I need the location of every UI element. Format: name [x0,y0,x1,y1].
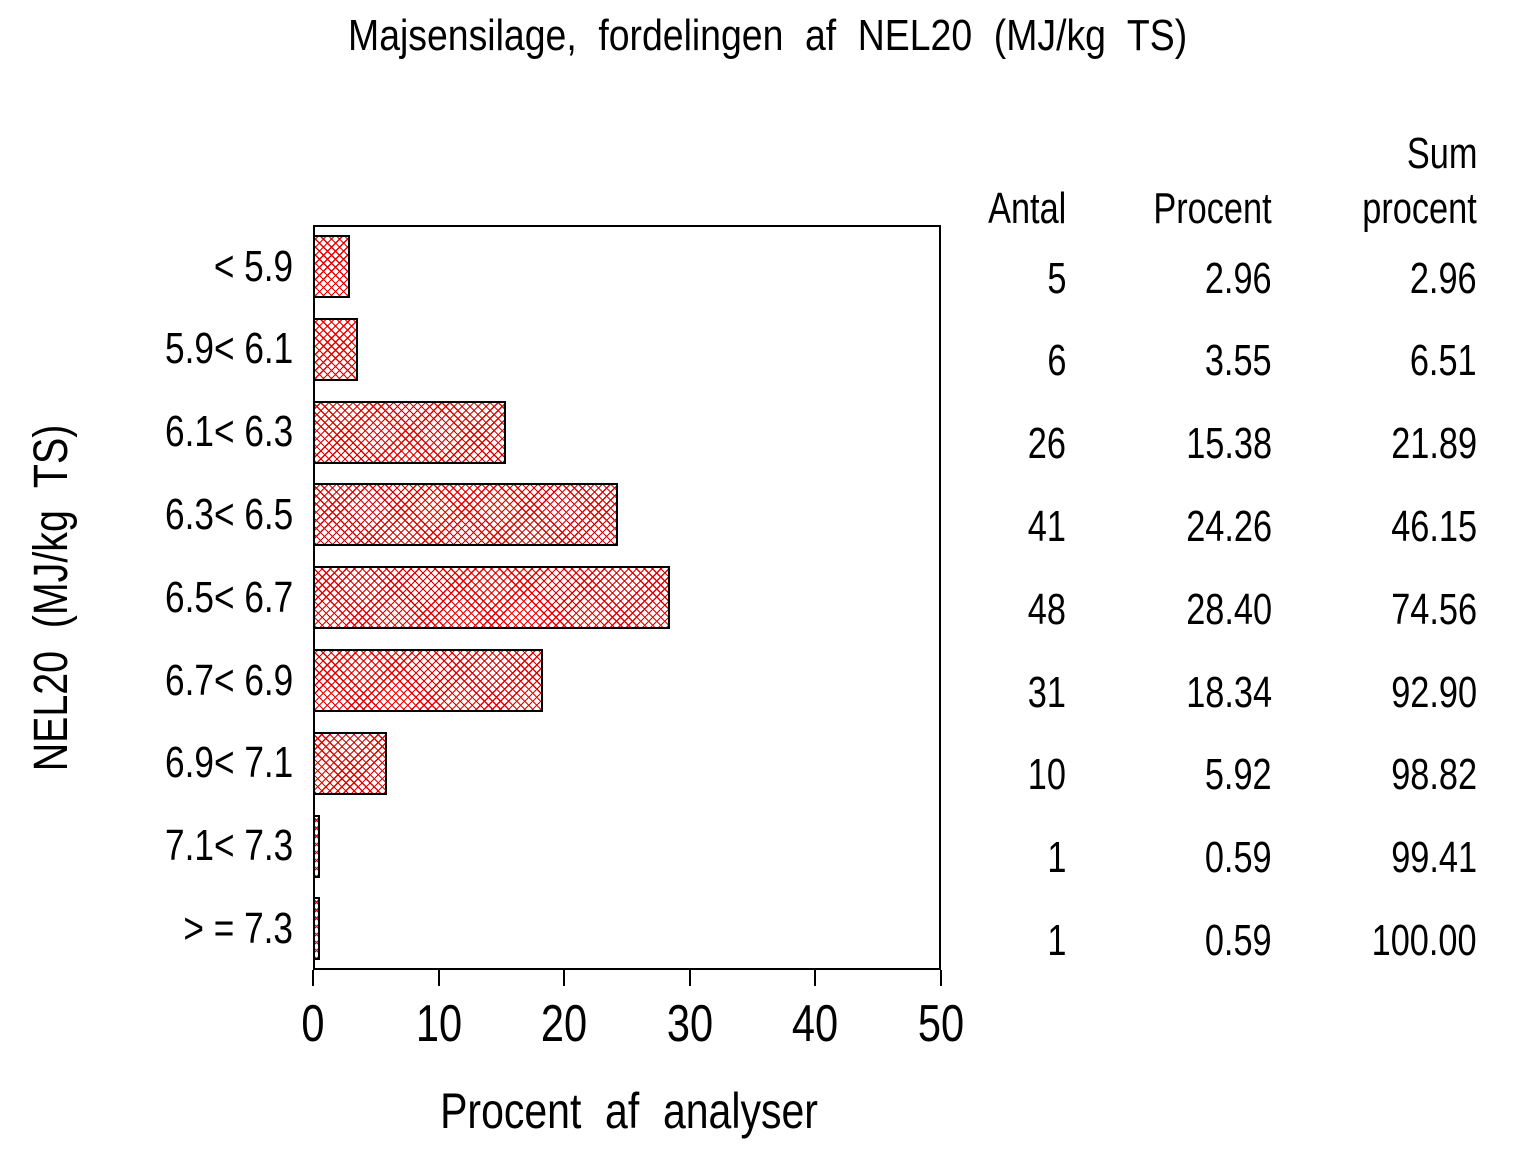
table-row-4-procent-cell: 28.40 [1186,584,1272,634]
x-tick-0 [312,970,314,986]
x-axis-label: Procent af analyser [440,1083,818,1139]
table-row-1-antal-cell: 6 [1046,336,1066,386]
x-tick-40 [814,970,817,986]
chart-title-text: Majsensilage, fordelingen af NEL20 (MJ/k… [348,11,1188,60]
table-header-antal: Antal [987,184,1066,233]
x-tick-label-10: 10 [415,995,462,1053]
table-header-procent: Procent [1153,184,1272,233]
category-label-8: > = 7.3 [183,903,293,953]
x-tick-label-30: 30 [666,995,713,1053]
table-row-1-sum-cell: 6.51 [1410,336,1477,386]
category-label-3: 6.3< 6.5 [164,489,293,539]
table-row-6-procent-cell: 5.92 [1205,750,1272,800]
y-axis-label: NEL20 (MJ/kg TS) [25,424,78,772]
bar-4 [313,566,670,630]
bar-6 [313,731,388,795]
x-tick-50 [940,970,942,986]
table-row-1-procent-cell: 3.55 [1205,336,1272,386]
table-row-8-antal-cell: 1 [1046,915,1066,965]
category-label-4: 6.5< 6.7 [164,572,293,622]
x-tick-label-50: 50 [917,995,965,1053]
table-row-7-antal-cell: 1 [1046,833,1066,883]
bar-2 [313,400,507,464]
bar-5 [313,649,544,712]
bar-3 [313,483,618,547]
table-row-2-antal-cell: 26 [1027,419,1066,469]
table-row-7-sum-cell: 99.41 [1391,833,1477,883]
table-row-7-procent-cell: 0.59 [1205,833,1272,883]
table-row-3-sum-cell: 46.15 [1391,501,1477,551]
x-tick-30 [688,970,691,986]
x-tick-label-0: 0 [301,995,325,1053]
category-label-0: < 5.9 [213,241,293,291]
category-label-5: 6.7< 6.9 [164,655,293,705]
table-row-6-antal-cell: 10 [1027,750,1066,800]
plot-area [313,225,941,970]
x-tick-10 [437,970,440,986]
table-row-2-procent-cell: 15.38 [1186,419,1272,469]
category-label-6: 6.9< 7.1 [164,738,293,788]
bar-1 [313,317,358,381]
table-row-8-sum-cell: 100.00 [1372,915,1477,965]
table-row-5-procent-cell: 18.34 [1186,667,1272,717]
bar-8 [313,897,321,961]
category-label-1: 5.9< 6.1 [164,324,293,374]
x-tick-label-40: 40 [792,995,839,1053]
table-row-2-sum-cell: 21.89 [1391,419,1477,469]
category-label-2: 6.1< 6.3 [164,407,293,457]
table-header-sum-line1: Sum [1406,129,1477,178]
x-tick-20 [563,970,566,986]
table-row-6-sum-cell: 98.82 [1391,750,1477,800]
chart-title: Majsensilage, fordelingen af NEL20 (MJ/k… [0,14,1536,58]
bar-7 [313,814,321,878]
table-row-5-antal-cell: 31 [1027,667,1066,717]
table-row-4-sum-cell: 74.56 [1391,584,1477,634]
table-row-0-antal-cell: 5 [1046,253,1066,303]
table-row-4-antal-cell: 48 [1027,584,1066,634]
x-tick-label-20: 20 [541,995,588,1053]
table-header-sum-line2: procent [1362,184,1477,233]
table-row-3-antal-cell: 41 [1027,501,1066,551]
bar-0 [313,235,351,298]
table-row-0-procent-cell: 2.96 [1205,253,1272,303]
table-row-3-procent-cell: 24.26 [1186,501,1272,551]
table-row-0-sum-cell: 2.96 [1410,253,1477,303]
category-label-7: 7.1< 7.3 [164,821,293,871]
table-row-5-sum-cell: 92.90 [1391,667,1477,717]
table-row-8-procent-cell: 0.59 [1205,915,1272,965]
